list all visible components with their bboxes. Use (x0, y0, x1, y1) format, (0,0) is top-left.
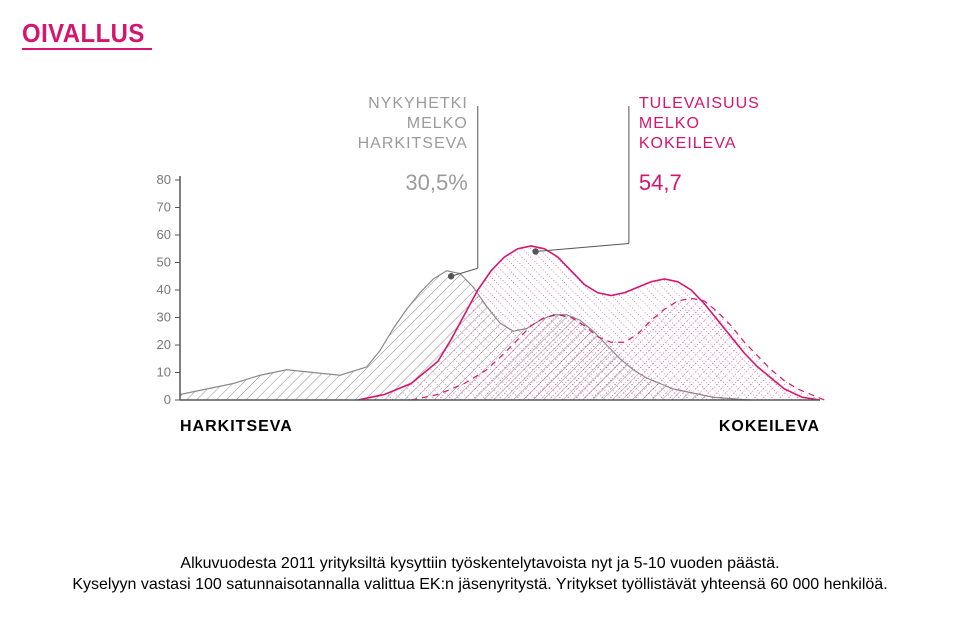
svg-text:50: 50 (157, 255, 171, 270)
label-tulevaisuus-value: 54,7 (639, 170, 682, 196)
svg-text:0: 0 (164, 392, 171, 407)
lbl-left-2: MELKO (358, 114, 468, 134)
lbl-left-3: HARKITSEVA (358, 134, 468, 154)
chart-area: 80706050403020100 NYKYHETKI MELKO HARKIT… (110, 100, 850, 480)
logo-text-span: OIVALLUS (22, 18, 145, 48)
svg-text:80: 80 (157, 172, 171, 187)
svg-text:20: 20 (157, 337, 171, 352)
svg-text:10: 10 (157, 365, 171, 380)
svg-text:70: 70 (157, 200, 171, 215)
caption-block: Alkuvuodesta 2011 yrityksiltä kysyttiin … (0, 553, 960, 596)
label-nykyhetki-value: 30,5% (405, 170, 467, 196)
svg-text:30: 30 (157, 310, 171, 325)
logo-underline (22, 48, 152, 50)
lbl-left-1: NYKYHETKI (358, 94, 468, 114)
svg-text:40: 40 (157, 282, 171, 297)
x-axis-left-label: HARKITSEVA (180, 418, 293, 436)
x-axis-right-label: KOKEILEVA (719, 418, 820, 436)
lbl-right-2: MELKO (639, 114, 760, 134)
label-nykyhetki-block: NYKYHETKI MELKO HARKITSEVA (358, 94, 468, 154)
svg-text:60: 60 (157, 227, 171, 242)
caption-line-2: Kyselyyn vastasi 100 satunnaisotannalla … (0, 574, 960, 596)
label-tulevaisuus-block: TULEVAISUUS MELKO KOKEILEVA (639, 94, 760, 154)
caption-line-1: Alkuvuodesta 2011 yrityksiltä kysyttiin … (0, 553, 960, 575)
logo-text: OIVALLUS (22, 18, 145, 49)
lbl-right-3: KOKEILEVA (639, 134, 760, 154)
lbl-right-1: TULEVAISUUS (639, 94, 760, 114)
